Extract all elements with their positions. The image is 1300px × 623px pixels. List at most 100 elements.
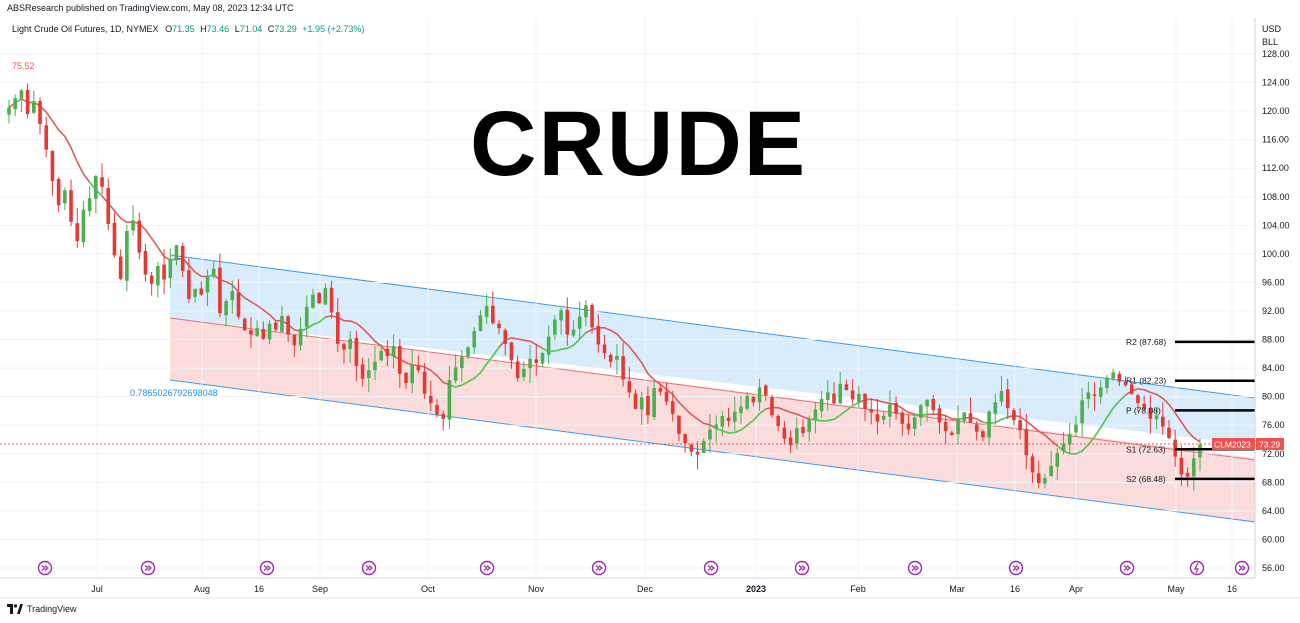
candle-body	[608, 354, 613, 362]
time-tick-label: May	[1167, 584, 1185, 594]
double-chevron-icon	[144, 565, 152, 571]
candle-body	[677, 415, 681, 434]
candle-body	[230, 291, 235, 301]
time-axis[interactable]: Jul Aug 16 Sep Oct Nov Dec 2023 Feb Mar 16 Apr May 16	[91, 584, 1237, 594]
candle-body	[199, 288, 204, 295]
dividend-event-icon[interactable]	[479, 560, 495, 576]
dividend-event-icon[interactable]	[361, 560, 377, 576]
candle-body	[125, 231, 129, 281]
candle-body	[44, 125, 49, 150]
candle-body	[732, 411, 737, 422]
candle-body	[366, 370, 371, 378]
candle-body	[1185, 472, 1190, 477]
candle-body	[720, 415, 725, 427]
candle-body	[627, 381, 632, 393]
candle-body	[522, 368, 526, 378]
candle-body	[770, 397, 774, 416]
double-chevron-icon	[798, 565, 806, 571]
price-axis[interactable]: 128.00 124.00 120.00 116.00 112.00 108.00 104.…	[1262, 49, 1290, 573]
pivot-label: R2 (87.68)	[1126, 337, 1166, 347]
close-value: 73.29	[274, 24, 297, 34]
time-tick-label: Feb	[850, 584, 866, 594]
low-value: 71.04	[239, 24, 263, 34]
candle-body	[174, 245, 179, 261]
double-chevron-icon	[1123, 565, 1131, 571]
candle-body	[298, 328, 303, 346]
candle-body	[863, 393, 867, 409]
candle-body	[304, 306, 309, 328]
price-tick-label: 84.00	[1262, 363, 1285, 373]
candle-body	[925, 399, 929, 407]
candle-body	[63, 190, 67, 204]
time-tick-label: 16	[254, 584, 264, 594]
tradingview-branding[interactable]: TradingView	[7, 604, 77, 614]
price-tick-label: 116.00	[1262, 135, 1289, 145]
time-tick-label: Dec	[637, 584, 654, 594]
symbol-info: Light Crude Oil Futures, 1D, NYMEX O71.3…	[12, 24, 364, 34]
dividend-event-icon[interactable]	[140, 560, 156, 576]
candle-body	[1160, 416, 1165, 427]
candle-body	[491, 305, 495, 324]
dividend-event-icon[interactable]	[794, 560, 810, 576]
candle-body	[236, 292, 241, 317]
branding-text: TradingView	[27, 604, 77, 614]
candle-body	[1055, 453, 1060, 467]
dividend-event-icon[interactable]	[591, 560, 607, 576]
dividend-event-icon[interactable]	[1119, 560, 1135, 576]
dividend-event-icon[interactable]	[1234, 560, 1250, 576]
candle-body	[968, 413, 973, 423]
close-label: C	[267, 24, 275, 34]
candle-body	[906, 423, 911, 430]
candle-body	[156, 266, 160, 286]
candle-body	[739, 406, 743, 414]
double-chevron-icon	[911, 565, 919, 571]
candle-body	[329, 287, 334, 313]
candle-body	[94, 176, 98, 199]
time-tick-label: Oct	[421, 584, 436, 594]
earnings-event-icon[interactable]	[1189, 560, 1205, 576]
candle-body	[56, 179, 61, 206]
candle-body	[1005, 389, 1010, 409]
price-tick-label: 72.00	[1262, 449, 1285, 459]
candle-body	[1049, 465, 1053, 477]
candle-body	[193, 288, 197, 297]
candle-body	[180, 245, 185, 272]
candle-body	[602, 344, 607, 354]
price-tick-label: 108.00	[1262, 192, 1290, 202]
dividend-event-icon[interactable]	[703, 560, 719, 576]
pivot-label: R1 (82.23)	[1126, 376, 1166, 386]
candle-body	[788, 437, 793, 446]
event-markers[interactable]	[37, 560, 1250, 576]
candle-body	[974, 424, 979, 432]
dividend-event-icon[interactable]	[1008, 560, 1024, 576]
candle-body	[410, 364, 415, 384]
tradingview-logo-icon	[7, 604, 23, 614]
price-tick-label: 88.00	[1262, 335, 1285, 345]
pivot-label: P (78.08)	[1126, 405, 1161, 415]
double-chevron-icon	[595, 565, 603, 571]
candle-body	[1179, 457, 1184, 475]
open-value: 71.35	[172, 24, 195, 34]
candle-body	[540, 353, 545, 364]
candle-body	[81, 209, 86, 243]
candle-body	[888, 404, 892, 417]
candle-body	[249, 330, 253, 335]
chart-grid	[0, 18, 1255, 578]
candle-body	[168, 260, 173, 279]
candle-body	[584, 305, 588, 318]
dividend-event-icon[interactable]	[259, 560, 275, 576]
price-tag	[1256, 438, 1284, 450]
channel-lower-zone	[170, 318, 1255, 522]
candle-body	[286, 316, 290, 335]
time-tick-label: Jul	[91, 584, 103, 594]
candle-body	[379, 350, 383, 361]
candle-body	[1142, 403, 1146, 409]
dividend-event-icon[interactable]	[37, 560, 53, 576]
event-circle	[1189, 560, 1205, 576]
candle-body	[1086, 392, 1091, 400]
dividend-event-icon[interactable]	[907, 560, 923, 576]
candle-body	[1148, 408, 1153, 419]
candle-body	[100, 177, 104, 187]
candle-body	[850, 390, 855, 400]
